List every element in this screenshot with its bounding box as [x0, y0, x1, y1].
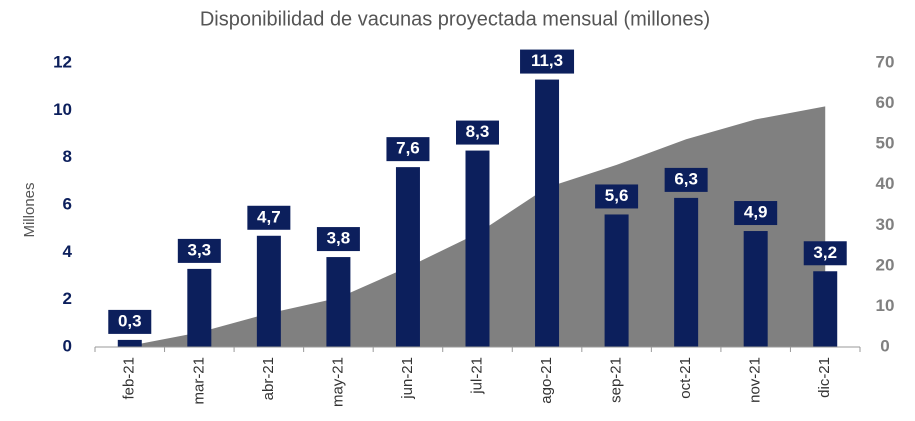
data-label: 4,9	[744, 203, 768, 222]
y-tick-label: 6	[63, 194, 72, 213]
bar	[535, 79, 560, 348]
data-label-box	[803, 241, 847, 266]
y2-tick-label: 30	[876, 215, 895, 234]
data-label-box	[108, 309, 152, 334]
data-label-box	[595, 184, 639, 209]
y2-tick-label: 0	[880, 336, 889, 355]
data-label: 6,3	[674, 169, 698, 188]
bar	[743, 231, 768, 347]
y2-tick-label: 60	[876, 93, 895, 112]
data-label: 3,2	[813, 243, 837, 262]
bar	[604, 214, 629, 347]
y2-tick-label: 50	[876, 134, 895, 153]
data-label: 3,8	[327, 229, 351, 248]
x-tick-label: abr-21	[260, 357, 277, 400]
data-label-box	[664, 167, 708, 192]
data-label: 3,3	[187, 240, 211, 259]
data-label-box	[734, 201, 778, 226]
data-label: 5,6	[605, 186, 629, 205]
x-tick-label: jun-21	[399, 357, 416, 400]
bar	[395, 167, 420, 347]
y-tick-label: 0	[63, 336, 72, 355]
y2-tick-label: 40	[876, 174, 895, 193]
data-label-box	[456, 120, 499, 145]
x-tick-label: feb-21	[121, 357, 138, 400]
x-tick-label: nov-21	[747, 357, 764, 403]
y2-tick-label: 20	[876, 255, 895, 274]
bar	[674, 197, 699, 347]
area	[129, 106, 826, 347]
data-label-box	[247, 205, 291, 230]
data-label: 8,3	[466, 122, 490, 141]
x-tick-label: sep-21	[608, 357, 625, 403]
y-tick-label: 10	[53, 100, 72, 119]
y-tick-label: 4	[63, 242, 73, 261]
y-tick-label: 12	[53, 52, 72, 71]
y2-tick-label: 70	[876, 52, 895, 71]
bar	[326, 257, 351, 347]
y2-tick-label: 10	[876, 296, 895, 315]
data-label-box	[520, 49, 575, 74]
bar	[117, 339, 142, 347]
data-label: 0,3	[118, 311, 142, 330]
y-tick-label: 2	[63, 289, 72, 308]
bar	[256, 235, 281, 347]
y-axis-title: Millones	[21, 182, 38, 237]
chart-title: Disponibilidad de vacunas proyectada men…	[200, 8, 710, 30]
data-label-box	[177, 238, 221, 263]
bar	[465, 150, 490, 347]
bar	[813, 271, 838, 347]
data-label-box	[386, 137, 430, 162]
x-tick-label: may-21	[329, 357, 346, 407]
data-label: 4,7	[257, 207, 281, 226]
x-tick-label: jul-21	[468, 357, 485, 395]
x-tick-label: ago-21	[538, 357, 555, 404]
data-label-box	[316, 227, 360, 252]
bar	[187, 268, 212, 347]
x-tick-label: dic-21	[816, 357, 833, 398]
x-tick-label: oct-21	[677, 357, 694, 399]
x-tick-label: mar-21	[190, 357, 207, 405]
data-label: 11,3	[531, 51, 563, 70]
y-tick-label: 8	[63, 147, 72, 166]
data-label: 7,6	[396, 139, 420, 158]
